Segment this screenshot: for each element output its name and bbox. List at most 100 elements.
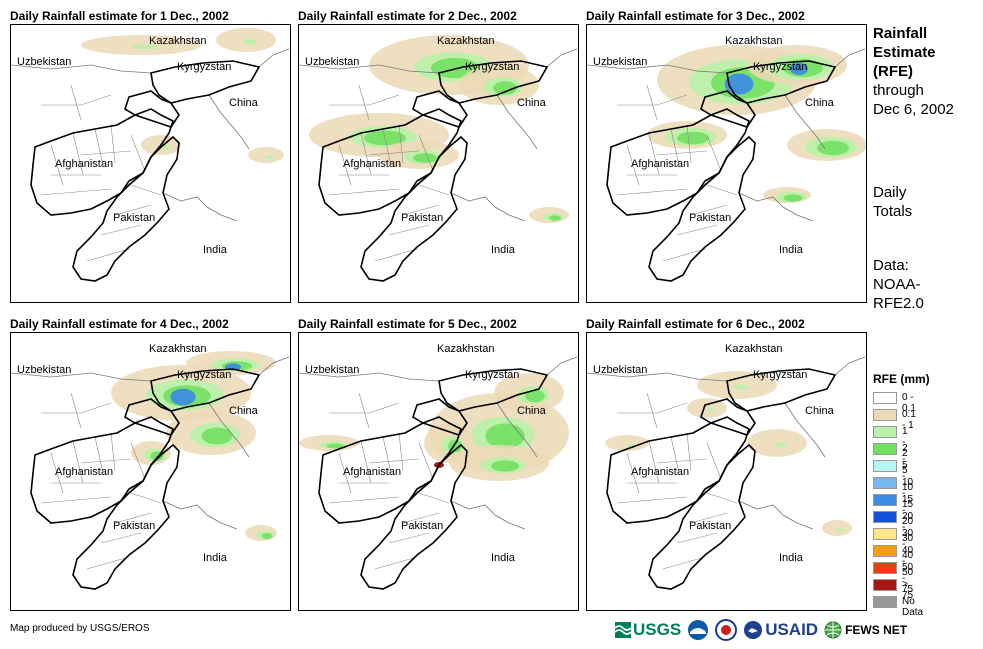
region-outline: [438, 368, 549, 412]
province-boundary: [114, 512, 152, 524]
province-boundary: [686, 124, 692, 164]
province-boundary: [130, 134, 146, 172]
country-boundary: [299, 372, 440, 382]
label-kyrgyzstan: Kyrgyzstan: [177, 369, 232, 381]
globe-icon: [824, 621, 842, 639]
country-boundary: [208, 356, 290, 458]
province-boundary: [110, 124, 116, 164]
province-boundary: [418, 492, 450, 504]
legend-swatch: [873, 579, 897, 591]
province-boundary: [676, 224, 718, 236]
legend-label: 40 - 50: [902, 545, 914, 578]
fewsnet-logo: FEWS NET: [824, 621, 907, 639]
usgs-logo-text: USGS: [633, 620, 682, 639]
province-boundary: [329, 402, 400, 414]
label-uzbekistan: Uzbekistan: [305, 56, 360, 68]
label-kazakhstan: Kazakhstan: [149, 35, 207, 47]
region-outline: [700, 398, 756, 436]
usgs-logo: USGS: [615, 620, 681, 640]
sidebar-data-line: NOAA-: [873, 276, 921, 293]
rainfall-area: [413, 153, 437, 163]
label-china: China: [229, 97, 258, 109]
rainfall-area: [491, 460, 519, 472]
region-outline: [360, 443, 468, 590]
province-boundary: [706, 134, 722, 172]
sidebar-totals-line: Daily: [873, 184, 907, 201]
rainfall-layer: [309, 35, 569, 223]
province-boundary: [360, 440, 372, 484]
usaid-seal-icon: [744, 621, 763, 639]
province-boundary: [418, 134, 434, 172]
province-boundary: [41, 94, 112, 106]
legend-label: > 75: [902, 579, 914, 601]
rainfall-area: [525, 389, 545, 403]
province-boundary: [114, 204, 152, 216]
map-canvas: [11, 351, 290, 590]
country-boundary: [496, 356, 578, 458]
legend-swatch: [873, 545, 897, 557]
label-india: India: [203, 244, 227, 256]
rainfall-area: [248, 147, 284, 163]
province-boundary: [656, 458, 708, 464]
sidebar-title-line: (RFE): [873, 63, 913, 80]
label-uzbekistan: Uzbekistan: [17, 56, 72, 68]
rainfall-area: [485, 423, 525, 449]
legend-swatch: [873, 477, 897, 489]
province-boundary: [110, 432, 116, 472]
nws-icon: [715, 619, 738, 641]
legend-swatch: [873, 392, 897, 404]
province-boundary: [70, 84, 82, 121]
rainfall-area: [775, 442, 787, 448]
noaa-icon: [688, 620, 709, 640]
province-boundary: [706, 184, 738, 196]
label-kazakhstan: Kazakhstan: [725, 343, 783, 355]
province-boundary: [40, 188, 112, 196]
label-china: China: [517, 405, 546, 417]
label-afghanistan: Afghanistan: [343, 466, 402, 478]
map-canvas: [299, 35, 578, 282]
rainfall-area: [817, 140, 849, 156]
rainfall-map-2: Kazakhstan Uzbekistan Kyrgyzstan China Afgha…: [298, 24, 579, 303]
sidebar-data-line: Data:: [873, 257, 909, 274]
rainfall-area: [783, 194, 803, 202]
legend-label: 20 - 30: [902, 511, 914, 544]
country-boundary: [11, 64, 152, 74]
rainfall-area: [201, 427, 233, 445]
rainfall-layer: [605, 371, 852, 536]
label-china: China: [229, 405, 258, 417]
province-boundary: [358, 84, 370, 121]
label-china: China: [805, 97, 834, 109]
country-boundary: [784, 48, 866, 150]
label-india: India: [491, 552, 515, 564]
province-boundary: [616, 188, 688, 196]
legend-swatch: [873, 426, 897, 438]
province-boundary: [646, 84, 658, 121]
legend-swatch: [873, 494, 897, 506]
province-boundary: [50, 452, 64, 494]
boundaries: [11, 356, 290, 590]
label-kyrgyzstan: Kyrgyzstan: [753, 369, 808, 381]
label-india: India: [491, 244, 515, 256]
rainfall-area: [687, 398, 727, 418]
province-boundary: [358, 392, 370, 429]
region-outline: [726, 368, 837, 412]
rainfall-area: [822, 520, 852, 536]
rainfall-area: [790, 63, 808, 75]
panel-title-6: Daily Rainfall estimate for 6 Dec., 2002: [586, 317, 805, 331]
credit-text: Map produced by USGS/EROS: [10, 623, 150, 634]
sidebar-title: Rainfall Estimate (RFE): [873, 24, 936, 81]
legend-label: 30 - 40: [902, 528, 914, 561]
legend-label: 0 - 0.1: [902, 392, 916, 414]
rainfall-area: [261, 532, 273, 540]
province-boundary: [398, 432, 404, 472]
label-pakistan: Pakistan: [689, 520, 732, 532]
region-outline: [648, 443, 756, 590]
province-boundary: [374, 248, 418, 262]
province-boundary: [418, 184, 450, 196]
province-boundary: [388, 532, 430, 544]
province-boundary: [328, 496, 400, 504]
legend-swatch: [873, 596, 897, 608]
rainfall-map-4: Kazakhstan Uzbekistan Kyrgyzstan China Afgha…: [10, 332, 291, 611]
province-boundary: [617, 402, 688, 414]
province-boundary: [398, 124, 404, 164]
